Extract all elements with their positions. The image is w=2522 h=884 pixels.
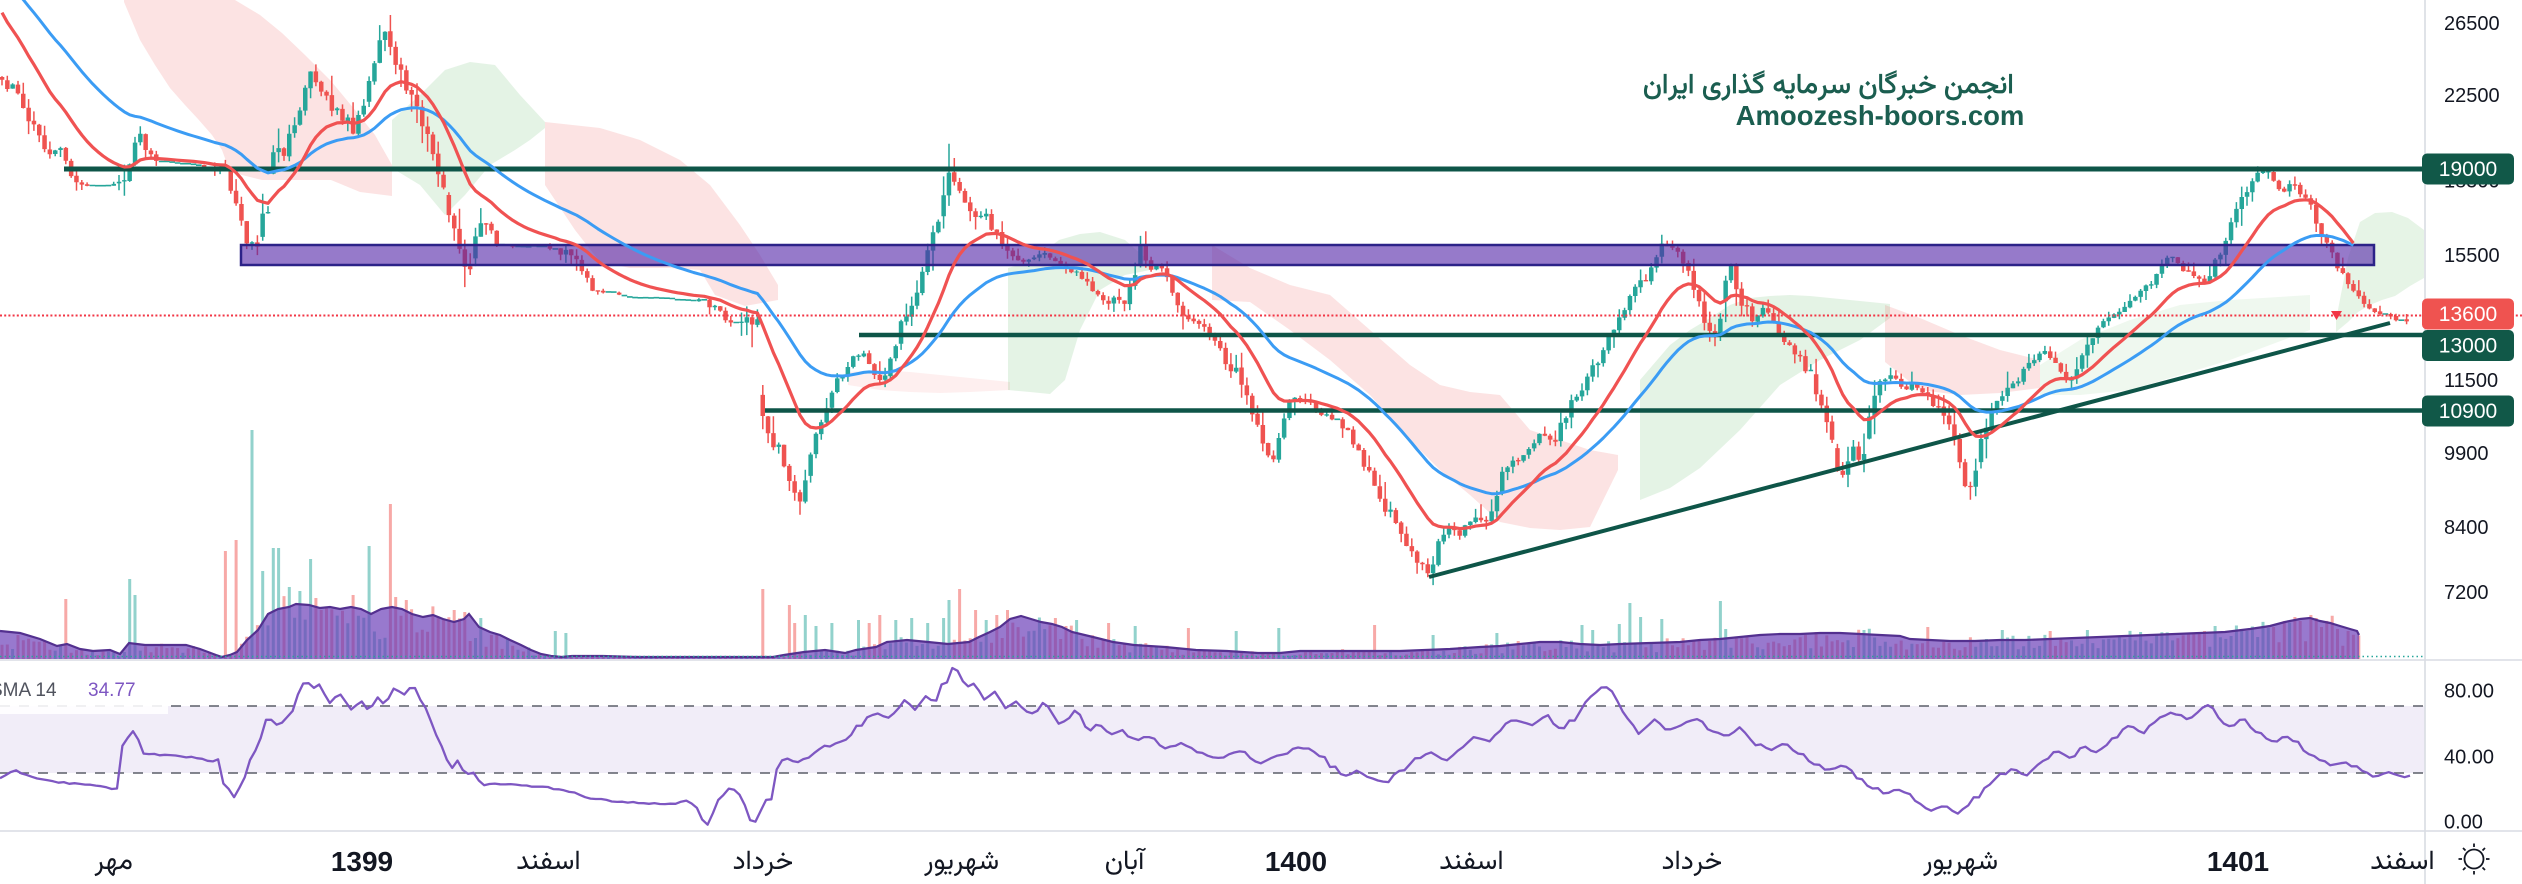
svg-text:1399: 1399 [331, 846, 393, 877]
svg-text:Amoozesh-boors.com: Amoozesh-boors.com [1736, 100, 2025, 131]
svg-text:34.77: 34.77 [88, 680, 136, 701]
svg-text:9900: 9900 [2444, 443, 2489, 465]
svg-text:11500: 11500 [2444, 370, 2498, 392]
svg-text:40.00: 40.00 [2444, 747, 2494, 769]
svg-text:SMA 14: SMA 14 [0, 680, 57, 701]
svg-text:13600: 13600 [2439, 303, 2497, 326]
svg-text:22500: 22500 [2444, 85, 2500, 107]
svg-text:7200: 7200 [2444, 582, 2489, 604]
svg-text:19000: 19000 [2439, 158, 2497, 181]
svg-text:0.00: 0.00 [2444, 812, 2483, 834]
svg-text:15500: 15500 [2444, 245, 2500, 267]
svg-text:80.00: 80.00 [2444, 681, 2494, 703]
svg-text:26500: 26500 [2444, 13, 2500, 35]
svg-text:1400: 1400 [1265, 846, 1327, 877]
svg-text:8400: 8400 [2444, 517, 2489, 539]
svg-text:10900: 10900 [2439, 400, 2497, 423]
svg-text:1401: 1401 [2207, 846, 2269, 877]
svg-text:13000: 13000 [2439, 335, 2497, 358]
